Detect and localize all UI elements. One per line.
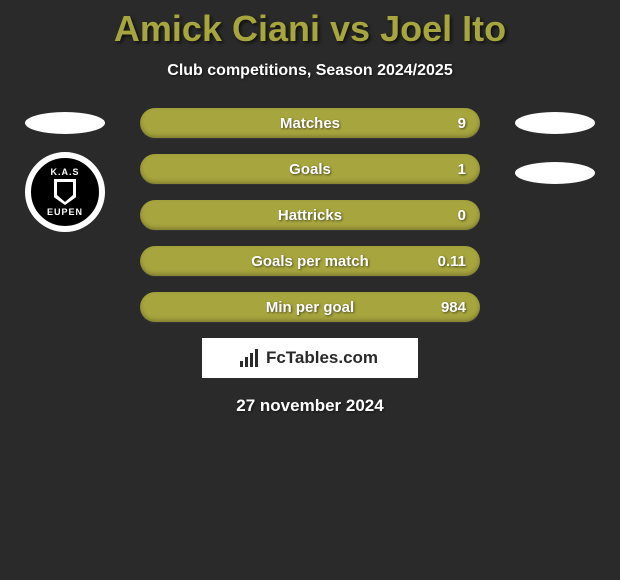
subtitle: Club competitions, Season 2024/2025 [0,62,620,80]
player-b-name: Joel Ito [380,8,506,49]
stat-bar: Min per goal 984 [140,292,480,322]
club-badge-shield-icon [54,179,76,205]
player-a-flag-placeholder [25,112,105,134]
date: 27 november 2024 [0,396,620,416]
comparison-title: Amick Ciani vs Joel Ito [0,0,620,50]
club-badge-line1: K.A.S [50,167,79,177]
player-b-club-placeholder [515,162,595,184]
stat-label: Min per goal [266,299,354,316]
right-column [510,112,600,202]
brand-text: FcTables.com [264,348,380,368]
stat-value: 9 [458,115,466,132]
stat-bar: Goals 1 [140,154,480,184]
stat-value: 984 [441,299,466,316]
stat-label: Goals per match [251,253,369,270]
stat-label: Matches [280,115,340,132]
fctables-logo-icon [240,349,258,367]
stat-value: 1 [458,161,466,178]
stat-label: Goals [289,161,331,178]
brand-box[interactable]: FcTables.com [202,338,418,378]
content-area: K.A.S EUPEN Matches 9 Goals 1 Hattricks 0 Goal… [0,108,620,416]
stat-bar: Matches 9 [140,108,480,138]
player-a-name: Amick Ciani [114,8,320,49]
player-b-flag-placeholder [515,112,595,134]
stat-bar: Goals per match 0.11 [140,246,480,276]
stat-bar: Hattricks 0 [140,200,480,230]
stat-label: Hattricks [278,207,342,224]
player-a-club-badge: K.A.S EUPEN [25,152,105,232]
left-column: K.A.S EUPEN [20,112,110,232]
vs-separator: vs [330,8,370,49]
stat-value: 0 [458,207,466,224]
stat-value: 0.11 [438,253,466,270]
stat-bars: Matches 9 Goals 1 Hattricks 0 Goals per match 0… [140,108,480,322]
club-badge-line2: EUPEN [47,207,83,217]
